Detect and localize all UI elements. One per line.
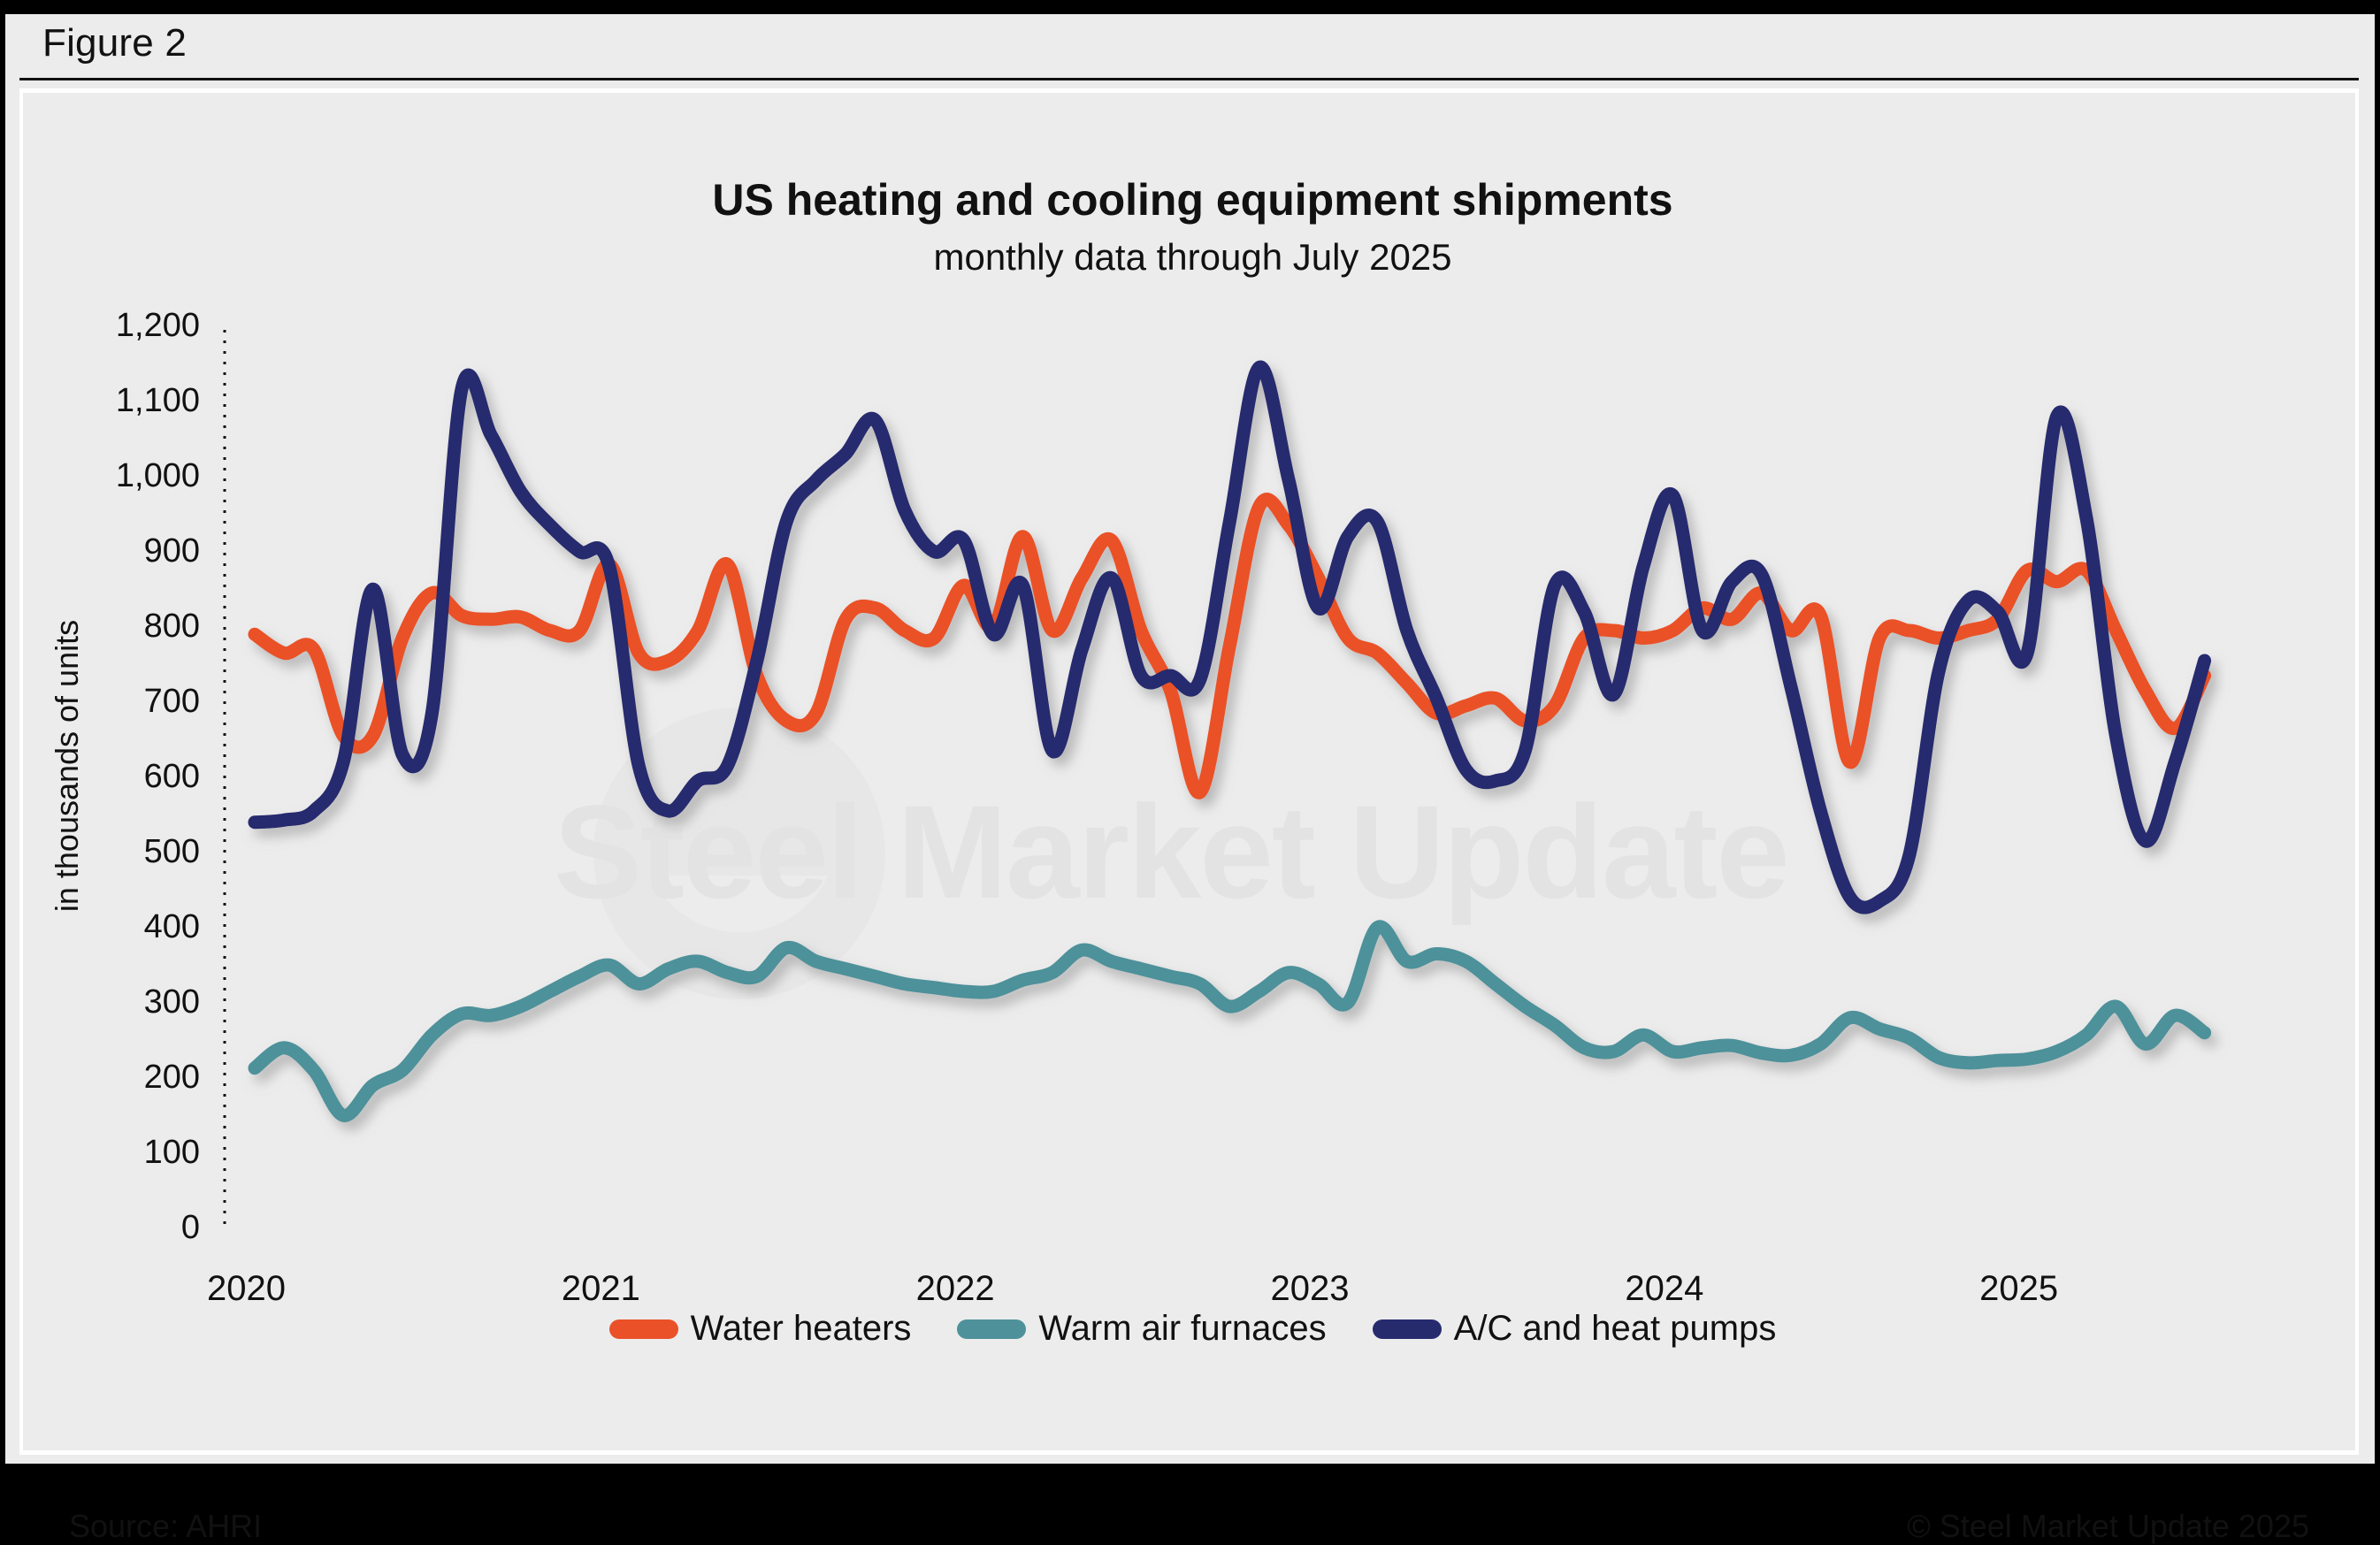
top-border: [0, 0, 2380, 14]
figure-label: Figure 2: [42, 21, 187, 65]
y-axis-tick-label: 400: [143, 908, 200, 945]
chart-legend: Water heaters Warm air furnaces A/C and …: [23, 1309, 2362, 1349]
right-border: [2375, 14, 2380, 1471]
y-axis-tick-label: 600: [143, 758, 200, 795]
chart-subtitle: monthly data through July 2025: [933, 236, 1452, 278]
y-axis-tick-label: 300: [143, 983, 200, 1021]
y-axis-tick-label: 200: [143, 1059, 200, 1096]
legend-item-warm-air-furnaces[interactable]: Warm air furnaces: [957, 1309, 1327, 1349]
chart-title: US heating and cooling equipment shipmen…: [712, 175, 1673, 225]
legend-label-water-heaters: Water heaters: [690, 1309, 912, 1348]
series-canvas: [223, 330, 2212, 1232]
legend-label-ac-heat-pumps: A/C and heat pumps: [1453, 1309, 1777, 1348]
left-border: [0, 14, 5, 1471]
plot-area: Steel Market Update in thousands of unit…: [23, 93, 2362, 1459]
legend-label-warm-air-furnaces: Warm air furnaces: [1038, 1309, 1327, 1348]
y-axis-tick-label: 100: [143, 1134, 200, 1171]
y-axis-tick-label: 800: [143, 608, 200, 645]
y-axis-tick-label: 0: [180, 1209, 200, 1246]
x-axis-tick-label: 2021: [561, 1269, 640, 1308]
legend-item-ac-heat-pumps[interactable]: A/C and heat pumps: [1372, 1309, 1777, 1349]
copyright-note: © Steel Market Update 2025: [1907, 1508, 2309, 1544]
series-line-warm-air-furnaces: [248, 920, 2212, 1122]
series-line-a-c-and-heat-pumps: [248, 360, 2212, 914]
y-axis-tick-label: 1,000: [115, 457, 200, 494]
figure-divider: [19, 78, 2359, 80]
legend-swatch-ac-heat-pumps: [1372, 1319, 1442, 1339]
source-note: Source: AHRI: [69, 1508, 263, 1544]
y-axis-tick-label: 500: [143, 833, 200, 870]
y-axis-tick-label: 1,100: [115, 382, 200, 419]
legend-swatch-warm-air-furnaces: [957, 1319, 1027, 1339]
legend-swatch-water-heaters: [608, 1319, 678, 1339]
x-axis-tick-label: 2020: [207, 1269, 286, 1308]
chart-card: US heating and cooling equipment shipmen…: [19, 88, 2362, 1544]
legend-item-water-heaters[interactable]: Water heaters: [608, 1309, 912, 1349]
x-axis-tick-label: 2022: [915, 1269, 995, 1308]
y-axis-tick-label: 900: [143, 532, 200, 570]
x-axis-tick-label: 2024: [1625, 1269, 1704, 1308]
y-axis-tick-label: 1,200: [115, 307, 200, 344]
y-axis-tick-label: 700: [143, 683, 200, 720]
x-axis-tick-label: 2023: [1270, 1269, 1350, 1308]
x-axis-tick-label: 2025: [1979, 1269, 2059, 1308]
bottom-border: [0, 1464, 2380, 1471]
series-line-water-heaters: [248, 493, 2212, 799]
